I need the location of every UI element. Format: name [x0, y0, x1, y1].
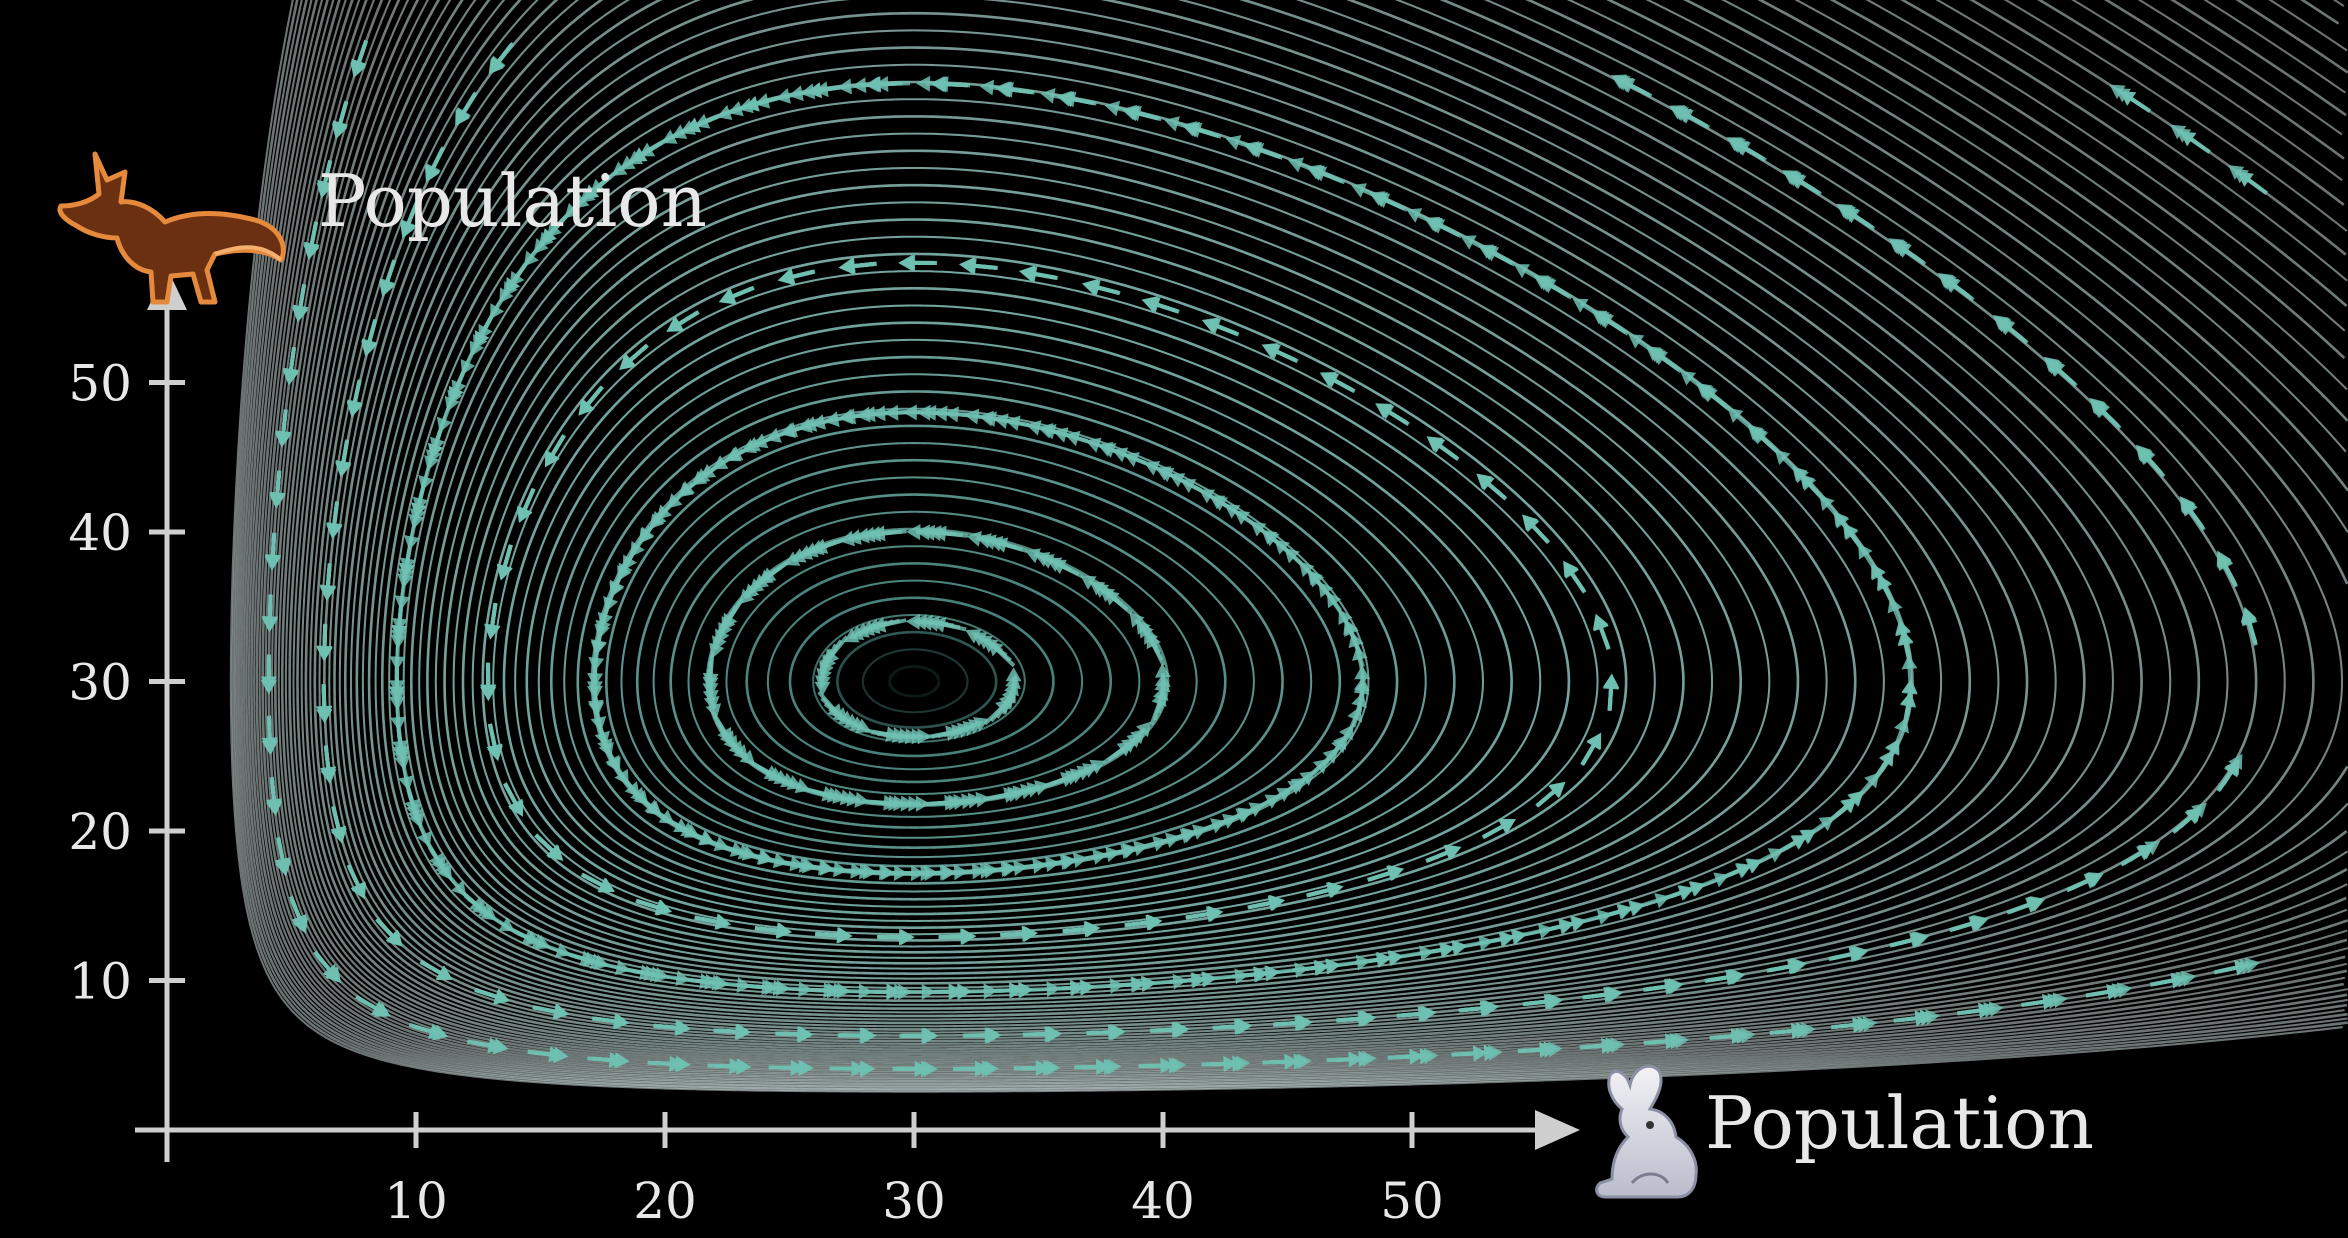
streamline — [454, 202, 1712, 958]
flow-arrow — [1215, 803, 1254, 832]
streamline — [411, 116, 1855, 983]
y-tick-label: 10 — [68, 953, 132, 1011]
flow-arrow — [1576, 729, 1608, 768]
x-tick-label: 20 — [633, 1172, 697, 1230]
y-tick-label: 40 — [68, 504, 132, 562]
streamline — [551, 357, 1454, 899]
rabbit-icon — [1597, 1066, 1697, 1197]
x-tick-label: 50 — [1380, 1172, 1444, 1230]
flow-arrow — [1243, 137, 1282, 164]
x-tick-label: 10 — [384, 1172, 448, 1230]
flow-arrow — [866, 75, 903, 93]
flow-arrow — [815, 926, 852, 944]
x-tick-label: 40 — [1131, 1172, 1195, 1230]
flow-arrow — [1125, 913, 1163, 933]
flow-arrow — [931, 524, 968, 544]
flow-arrow — [702, 651, 721, 688]
flow-arrow — [899, 255, 935, 271]
flow-arrow — [996, 80, 1034, 100]
flow-arrow — [754, 920, 792, 940]
streamline — [298, 0, 2348, 1052]
flow-arrow — [861, 793, 898, 811]
flow-arrow — [1557, 557, 1591, 596]
y-axis-title: Population — [318, 159, 707, 243]
flow-arrow — [1001, 925, 1038, 943]
flow-arrow — [1305, 160, 1344, 188]
x-tick-label: 30 — [882, 1172, 946, 1230]
x-axis-arrowhead — [1535, 1110, 1580, 1150]
flow-arrow — [939, 928, 975, 945]
flow-arrow — [932, 76, 969, 94]
fox-icon — [60, 154, 283, 302]
y-tick-label: 30 — [68, 654, 132, 712]
flow-arrow — [1063, 920, 1100, 939]
y-tick-label: 50 — [68, 355, 132, 413]
streamline — [473, 237, 1655, 947]
y-tick-label: 20 — [68, 803, 132, 861]
flow-arrow — [2068, 866, 2107, 896]
flow-arrow — [870, 523, 907, 542]
x-axis-title: Population — [1705, 1081, 2094, 1165]
streamline — [493, 271, 1597, 934]
flow-arrow — [877, 929, 913, 945]
flow-arrow — [1602, 673, 1620, 710]
streamline — [504, 288, 1569, 927]
